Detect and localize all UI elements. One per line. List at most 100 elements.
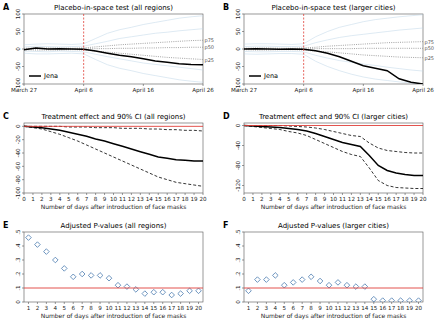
point xyxy=(398,298,404,302)
x-tick-label: 2 xyxy=(260,196,264,202)
x-tick xyxy=(28,302,29,304)
x-tick-label: 4 xyxy=(274,305,278,311)
y-tick-label: 0 xyxy=(15,300,21,304)
y-tick xyxy=(242,145,244,146)
panel-title: Treatment effect and 90% CI (all regions… xyxy=(40,113,185,121)
y-tick-label: .3 xyxy=(15,257,21,263)
x-tick-label: 19 xyxy=(186,305,194,311)
x-tick xyxy=(252,193,253,195)
plot-frame xyxy=(244,123,423,193)
x-tick xyxy=(50,193,51,195)
panel-title: Adjusted P-values (larger cities) xyxy=(278,222,389,230)
y-tick-label: .5 xyxy=(15,229,21,235)
point xyxy=(169,292,175,298)
y-tick-label: -50 xyxy=(15,61,21,71)
x-tick xyxy=(153,302,154,304)
x-tick-label: 20 xyxy=(195,305,203,311)
x-tick xyxy=(279,193,280,195)
panel: APlacebo-in-space test (all regions)Marc… xyxy=(3,3,214,94)
series-label: p25 xyxy=(425,55,435,62)
point xyxy=(317,278,323,284)
y-tick-label: -120 xyxy=(235,179,241,192)
y-tick-label: .4 xyxy=(15,243,21,249)
point xyxy=(264,277,270,283)
point xyxy=(389,298,395,302)
y-tick xyxy=(22,260,24,261)
point xyxy=(160,289,166,295)
x-tick-label: 13 xyxy=(137,196,145,202)
x-tick-label: 11 xyxy=(339,196,347,202)
y-tick xyxy=(242,232,244,233)
point xyxy=(353,284,359,290)
y-tick-label: .2 xyxy=(15,271,21,276)
x-tick xyxy=(91,302,92,304)
y-tick xyxy=(22,66,24,67)
y-tick-label: -100 xyxy=(15,186,21,199)
point xyxy=(290,280,296,286)
line xyxy=(244,54,423,84)
series-label: p50 xyxy=(205,44,215,51)
x-tick xyxy=(324,193,325,195)
figure: APlacebo-in-space test (all regions)Marc… xyxy=(0,0,440,328)
x-tick xyxy=(82,302,83,304)
point xyxy=(133,287,139,293)
x-tick xyxy=(333,193,334,195)
point xyxy=(26,235,32,241)
panel-letter: E xyxy=(3,221,8,230)
y-tick-label: -20 xyxy=(15,135,21,145)
x-tick-label: 4 xyxy=(58,196,62,202)
x-tick xyxy=(126,302,127,304)
point xyxy=(335,280,341,286)
x-tick-label: 1 xyxy=(27,305,31,311)
y-tick-label: 0 xyxy=(15,47,21,51)
x-tick xyxy=(135,302,136,304)
x-tick xyxy=(198,302,199,304)
x-tick-label: 14 xyxy=(141,305,149,311)
y-tick xyxy=(242,125,244,126)
x-tick xyxy=(266,302,267,304)
y-tick-label: -100 xyxy=(235,77,241,90)
y-tick xyxy=(22,139,24,140)
x-tick-label: 13 xyxy=(132,305,140,311)
y-tick xyxy=(242,84,244,85)
y-tick-label: .5 xyxy=(235,229,241,235)
x-tick-label: April 16 xyxy=(352,87,374,94)
y-tick-label: 50 xyxy=(235,28,241,36)
y-tick-label: .1 xyxy=(15,285,21,291)
x-tick xyxy=(131,193,132,195)
y-tick-label: 0 xyxy=(235,123,241,127)
x-tick-label: 5 xyxy=(62,305,66,311)
x-tick xyxy=(396,193,397,195)
y-tick xyxy=(242,260,244,261)
x-tick xyxy=(303,84,304,86)
y-tick-label: -40 xyxy=(235,140,241,150)
point xyxy=(344,282,350,288)
x-tick xyxy=(244,84,245,86)
x-tick xyxy=(306,193,307,195)
x-tick-label: 2 xyxy=(40,196,44,202)
x-tick-label: 4 xyxy=(278,196,282,202)
y-tick xyxy=(22,246,24,247)
legend-swatch xyxy=(29,75,41,77)
y-tick xyxy=(22,302,24,303)
x-tick-label: April 26 xyxy=(412,87,434,94)
plot-area xyxy=(24,14,203,84)
x-tick xyxy=(275,302,276,304)
point xyxy=(88,273,94,279)
x-tick xyxy=(113,193,114,195)
y-tick xyxy=(242,288,244,289)
x-tick xyxy=(171,302,172,304)
series-label: p25 xyxy=(205,57,215,64)
y-tick-label: 100 xyxy=(235,8,241,19)
x-tick xyxy=(95,193,96,195)
x-tick xyxy=(248,302,249,304)
x-tick xyxy=(418,302,419,304)
x-tick xyxy=(83,84,84,86)
y-tick xyxy=(242,302,244,303)
y-tick-label: -80 xyxy=(15,175,21,185)
line xyxy=(244,50,423,58)
x-tick-label: 14 xyxy=(146,196,154,202)
x-tick-label: 9 xyxy=(103,196,107,202)
y-tick xyxy=(242,274,244,275)
x-tick-label: 1 xyxy=(247,305,251,311)
